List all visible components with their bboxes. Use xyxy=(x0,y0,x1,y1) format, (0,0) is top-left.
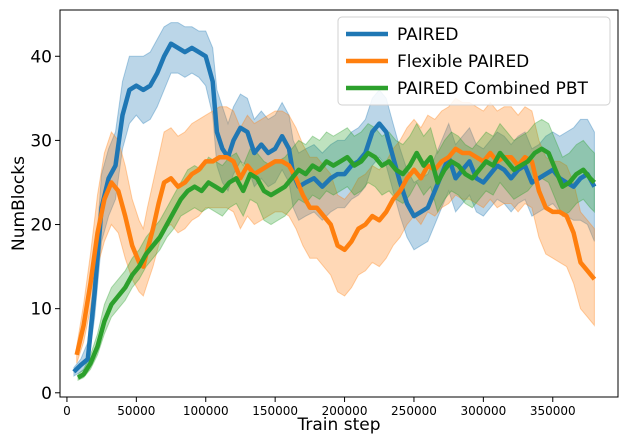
legend-label-0: PAIRED xyxy=(397,25,458,45)
line-series-2 xyxy=(76,146,596,380)
x-tick-label: 50000 xyxy=(117,404,155,418)
x-axis-label: Train step xyxy=(297,415,381,435)
legend-label-2: PAIRED Combined PBT xyxy=(397,79,589,99)
y-tick-label: 30 xyxy=(30,131,52,151)
plot-area-frame xyxy=(59,9,619,398)
x-axis: 0 50000 100000 150000 200000 250000 300000 3500… xyxy=(63,397,576,418)
x-tick-label: 250000 xyxy=(391,404,437,418)
legend-box xyxy=(337,16,611,106)
y-tick-label: 20 xyxy=(30,216,52,236)
y-tick-label: 10 xyxy=(30,300,52,320)
x-tick-label: 100000 xyxy=(183,404,229,418)
line-series-0 xyxy=(72,41,597,374)
y-tick-label: 40 xyxy=(30,47,52,67)
y-axis: 0 10 20 30 40 xyxy=(30,47,60,404)
line-series-1 xyxy=(74,146,597,356)
x-tick-label: 350000 xyxy=(530,404,576,418)
x-tick-label: 200000 xyxy=(322,404,368,418)
series-lines xyxy=(72,41,597,380)
x-tick-label: 300000 xyxy=(460,404,506,418)
y-axis-label: NumBlocks xyxy=(9,156,29,251)
x-tick-label: 0 xyxy=(63,404,71,418)
legend: PAIRED Flexible PAIRED PAIRED Combined PBT xyxy=(337,16,611,106)
y-tick-label: 0 xyxy=(41,384,52,404)
legend-label-1: Flexible PAIRED xyxy=(397,52,529,72)
x-tick-label: 150000 xyxy=(252,404,298,418)
band-series-0 xyxy=(73,22,595,377)
